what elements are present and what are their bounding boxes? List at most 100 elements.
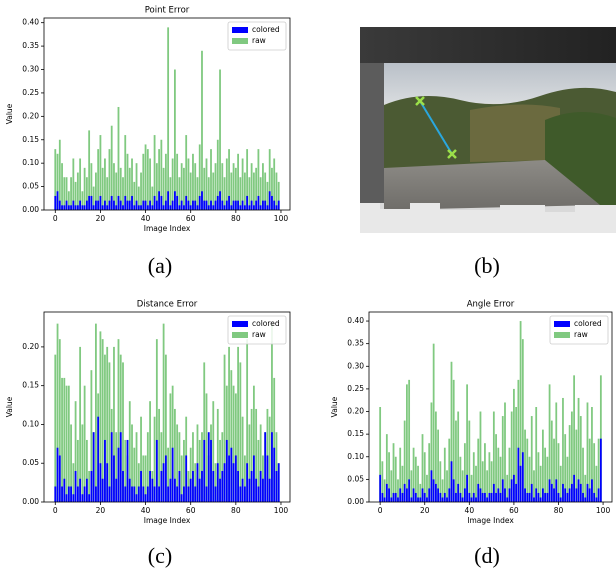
bar: [115, 172, 118, 210]
bar: [421, 434, 424, 502]
bar: [479, 488, 482, 502]
bar: [183, 439, 185, 502]
bar: [264, 172, 267, 210]
bar: [92, 432, 95, 502]
bar: [171, 158, 174, 210]
bar: [595, 497, 598, 502]
x-tick-label: 40: [141, 214, 151, 223]
bar: [137, 205, 140, 210]
x-tick-label: 0: [378, 506, 383, 515]
bar: [539, 465, 542, 502]
bar: [221, 432, 224, 502]
x-axis-label: Image Index: [144, 516, 191, 525]
bar: [63, 478, 66, 502]
y-tick-label: 0.15: [347, 429, 364, 438]
bar: [124, 439, 127, 502]
bar: [81, 424, 84, 502]
bar: [597, 488, 600, 502]
bar: [106, 463, 109, 502]
bar: [56, 323, 59, 502]
bar: [160, 432, 163, 502]
bar: [201, 470, 203, 502]
bar: [508, 488, 511, 502]
bar: [439, 492, 442, 502]
bar: [237, 153, 239, 210]
bar: [142, 486, 145, 502]
bar: [468, 492, 471, 502]
bar: [83, 385, 86, 502]
bar: [239, 177, 242, 210]
bar: [72, 494, 75, 502]
bar: [70, 177, 72, 210]
bar: [526, 438, 529, 502]
bar: [566, 456, 569, 502]
bar: [492, 483, 495, 502]
bar: [216, 408, 219, 502]
bar: [173, 69, 176, 210]
plot-frame: [368, 311, 613, 503]
bar: [457, 483, 460, 502]
bar: [162, 205, 165, 210]
bar: [196, 177, 199, 210]
bar: [92, 205, 95, 210]
bar: [219, 191, 221, 210]
bar: [506, 497, 509, 502]
bar: [85, 200, 88, 210]
bar: [550, 483, 553, 502]
bar: [421, 488, 424, 502]
bar: [250, 470, 253, 502]
bar: [173, 191, 176, 210]
bar: [562, 397, 564, 502]
x-tick-label: 60: [186, 214, 196, 223]
x-tick-label: 40: [141, 506, 151, 515]
bar: [153, 195, 156, 210]
bar: [180, 200, 183, 210]
bar: [216, 139, 219, 210]
bar: [99, 135, 102, 210]
x-tick-label: 100: [274, 214, 289, 223]
bar: [443, 492, 446, 502]
legend-label: colored: [252, 25, 280, 34]
bar: [144, 144, 147, 210]
bar: [219, 439, 221, 502]
caption: (c): [148, 543, 172, 568]
bar: [595, 465, 598, 502]
bar: [243, 455, 246, 502]
bar: [81, 205, 84, 210]
bar: [104, 354, 106, 502]
bar: [97, 149, 100, 210]
bar: [76, 205, 79, 210]
bar: [535, 407, 538, 502]
bar: [169, 205, 172, 210]
bar: [88, 130, 91, 210]
bar: [517, 447, 520, 502]
bar: [228, 149, 230, 210]
bar: [198, 439, 201, 502]
bar: [142, 455, 145, 502]
bar: [472, 452, 475, 502]
bar: [403, 420, 406, 502]
bar: [176, 486, 179, 502]
bar: [550, 420, 553, 502]
bar: [271, 195, 273, 210]
chart-title: Point Error: [145, 6, 190, 16]
bar: [58, 455, 61, 502]
bar: [475, 465, 477, 502]
bar: [463, 488, 466, 502]
bar: [497, 447, 500, 502]
bar: [246, 149, 249, 210]
bar: [434, 411, 437, 502]
bar: [544, 492, 547, 502]
bar: [526, 492, 529, 502]
bar: [171, 200, 174, 210]
bar: [180, 163, 183, 210]
bar: [149, 158, 151, 210]
bar: [160, 139, 163, 210]
bar: [381, 492, 384, 502]
bar: [155, 163, 158, 210]
bar: [124, 135, 127, 210]
x-tick-label: 20: [96, 506, 106, 515]
bar: [65, 177, 68, 210]
bar: [533, 470, 535, 502]
bar: [178, 432, 181, 502]
